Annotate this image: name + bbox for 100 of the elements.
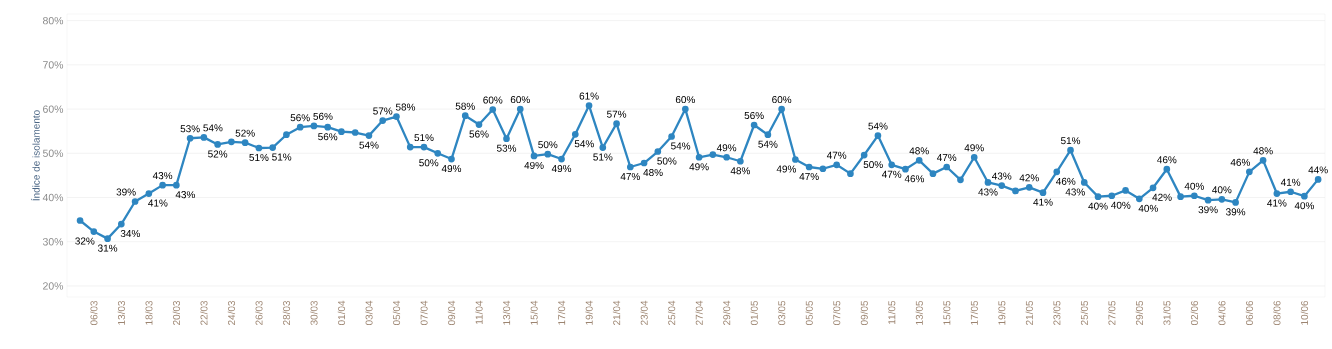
data-label: 34% <box>120 230 140 238</box>
data-label: 53% <box>180 125 200 133</box>
data-label: 49% <box>524 161 544 169</box>
x-tick-label: 26/03 <box>255 300 263 325</box>
x-tick-label: 25/05 <box>1080 300 1088 325</box>
data-label: 46% <box>1056 177 1076 185</box>
data-label: 58% <box>395 103 416 111</box>
x-tick-label: 21/05 <box>1025 300 1033 325</box>
x-tick-label: 28/03 <box>282 300 291 325</box>
x-tick-label: 18/03 <box>145 300 153 325</box>
data-label: 48% <box>643 169 663 177</box>
data-label: 46% <box>904 175 925 183</box>
data-label: 53% <box>496 144 517 152</box>
x-tick-label: 19/05 <box>998 300 1006 325</box>
data-label: 40% <box>1138 204 1158 212</box>
x-tick-label: 23/05 <box>1053 300 1061 325</box>
x-tick-label: 29/05 <box>1135 300 1143 325</box>
y-tick-label: 40% <box>42 193 64 202</box>
x-tick-label: 19/04 <box>585 300 593 325</box>
data-label: 56% <box>744 111 764 120</box>
data-label: 49% <box>689 163 709 171</box>
data-label: 42% <box>1152 193 1172 201</box>
y-tick-label: 50% <box>42 149 64 157</box>
data-label: 49% <box>441 165 462 173</box>
data-label: 47% <box>826 151 847 159</box>
data-label: 54% <box>203 124 223 132</box>
y-axis-title: Índice de isolamento <box>30 110 40 201</box>
data-label: 49% <box>964 144 984 152</box>
y-tick-label: 20% <box>43 282 64 290</box>
x-tick-label: 15/05 <box>943 300 951 325</box>
data-label: 43% <box>992 172 1012 180</box>
x-tick-label: 11/04 <box>475 300 483 324</box>
data-label: 60% <box>772 96 792 104</box>
x-tick-label: 20/03 <box>172 300 181 325</box>
data-label: 61% <box>579 92 599 100</box>
data-label: 39% <box>1226 208 1246 216</box>
x-tick-label: 31/05 <box>1163 300 1171 326</box>
x-tick-label: 06/06 <box>1245 300 1254 326</box>
data-label: 46% <box>1230 158 1250 166</box>
x-tick-label: 07/04 <box>420 300 428 326</box>
data-label: 49% <box>716 144 737 152</box>
data-label: 42% <box>1019 174 1039 182</box>
data-label: 40% <box>1184 182 1204 190</box>
data-label: 51% <box>593 153 613 161</box>
data-label: 43% <box>175 191 195 199</box>
data-label: 50% <box>863 161 883 169</box>
data-label: 57% <box>373 107 393 115</box>
data-label: 48% <box>909 147 929 155</box>
data-label: 49% <box>776 165 797 173</box>
data-label: 52% <box>235 129 255 137</box>
data-label: 54% <box>359 141 379 149</box>
data-label: 47% <box>620 173 640 180</box>
x-tick-label: 21/04 <box>612 300 621 325</box>
data-label: 39% <box>1198 206 1218 214</box>
x-tick-label: 23/04 <box>640 300 648 325</box>
x-tick-label: 30/03 <box>310 300 318 326</box>
data-label: 47% <box>799 173 819 180</box>
data-label: 49% <box>551 165 572 173</box>
data-label: 56% <box>290 114 310 122</box>
data-label: 41% <box>1267 199 1287 207</box>
x-tick-label: 27/04 <box>695 300 703 325</box>
data-label: 60% <box>510 96 530 104</box>
x-tick-label: 13/05 <box>915 300 923 325</box>
y-tick-label: 80% <box>43 16 64 25</box>
x-tick-label: 04/06 <box>1218 300 1226 326</box>
x-tick-label: 07/05 <box>833 300 841 326</box>
data-label: 56% <box>313 112 333 120</box>
data-label: 43% <box>978 188 998 196</box>
data-label: 51% <box>1060 137 1081 145</box>
x-tick-label: 11/05 <box>888 300 896 324</box>
data-label: 47% <box>881 170 902 178</box>
data-label: 41% <box>148 199 168 207</box>
data-label: 54% <box>574 140 594 148</box>
data-label: 41% <box>1033 198 1053 206</box>
x-tick-label: 15/04 <box>530 300 538 325</box>
data-label: 50% <box>538 141 558 149</box>
x-tick-label: 08/06 <box>1273 300 1281 326</box>
x-tick-label: 24/03 <box>227 300 236 325</box>
x-tick-label: 01/04 <box>337 300 346 326</box>
data-label: 46% <box>1157 156 1177 164</box>
data-label: 52% <box>208 150 228 158</box>
data-label: 50% <box>419 159 439 167</box>
y-tick-label: 70% <box>43 61 64 69</box>
data-label: 54% <box>868 122 888 130</box>
x-tick-label: 09/05 <box>860 300 868 326</box>
x-tick-label: 27/05 <box>1108 300 1116 325</box>
x-tick-label: 29/04 <box>722 300 731 325</box>
y-tick-label: 30% <box>42 238 64 246</box>
data-label: 51% <box>414 134 434 142</box>
data-label: 40% <box>1212 186 1232 194</box>
x-tick-label: 22/03 <box>200 300 208 325</box>
data-label: 32% <box>75 237 95 245</box>
data-label: 43% <box>1065 188 1085 196</box>
data-label: 56% <box>318 133 338 141</box>
data-label: 44% <box>1308 166 1328 174</box>
data-label: 47% <box>936 154 957 161</box>
data-label: 60% <box>675 96 695 104</box>
data-label: 40% <box>1294 202 1314 210</box>
x-tick-label: 02/06 <box>1190 300 1198 326</box>
x-tick-label: 01/05 <box>750 300 758 326</box>
